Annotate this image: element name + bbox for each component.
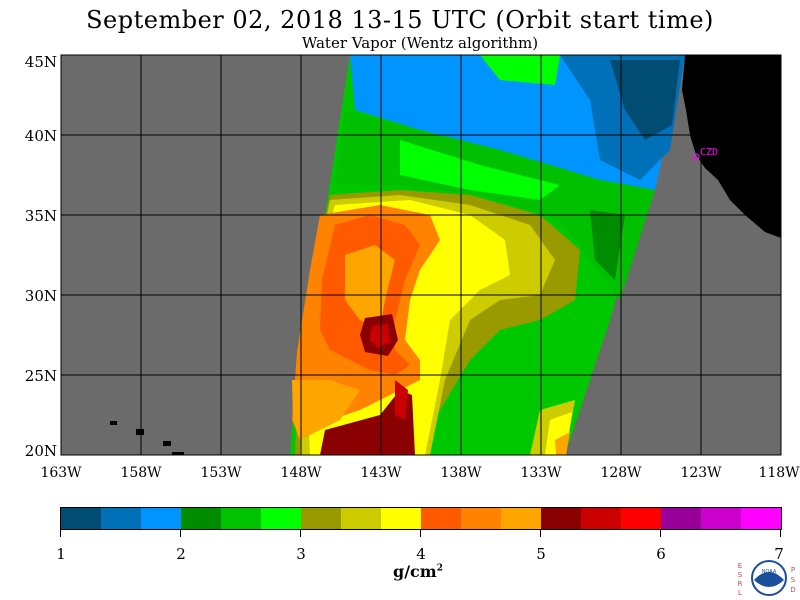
- logo-letter: S: [791, 576, 796, 584]
- colorbar-tick-mark: [660, 529, 661, 537]
- colorbar-swatch: [541, 508, 581, 529]
- page-subtitle: Water Vapor (Wentz algorithm): [301, 34, 539, 52]
- colorbar-units: g/cm2: [393, 562, 443, 581]
- colorbar-swatch: [421, 508, 461, 529]
- graticule: [61, 55, 781, 455]
- colorbar-swatch: [61, 508, 101, 529]
- lat-label: 45N: [25, 53, 57, 71]
- lat-label: 30N: [25, 287, 57, 305]
- units-superscript: 2: [436, 563, 443, 574]
- satellite-swath: [290, 55, 685, 455]
- colorbar-swatch: [461, 508, 501, 529]
- colorbar-swatch: [581, 508, 621, 529]
- colorbar-swatch: [621, 508, 661, 529]
- colorbar-tick-mark: [420, 529, 421, 537]
- station-marker: [692, 153, 700, 161]
- lon-label: 128W: [600, 465, 642, 481]
- colorbar: [60, 507, 782, 530]
- colorbar-swatch: [341, 508, 381, 529]
- colorbar-tick-mark: [780, 529, 781, 537]
- colorbar-tick-mark: [60, 529, 61, 537]
- map-frame: [60, 54, 782, 456]
- lon-label: 123W: [680, 465, 722, 481]
- colorbar-swatch: [181, 508, 221, 529]
- lat-label: 25N: [25, 367, 57, 385]
- page-title: September 02, 2018 13-15 UTC (Orbit star…: [86, 6, 714, 34]
- units-text: g/cm: [393, 562, 437, 581]
- colorbar-swatch: [141, 508, 181, 529]
- colorbar-tick-mark: [180, 529, 181, 537]
- lat-label: 40N: [25, 127, 57, 145]
- lon-label: 133W: [520, 465, 562, 481]
- colorbar-swatch: [741, 508, 781, 529]
- lon-label: 148W: [280, 465, 322, 481]
- lon-label: 158W: [120, 465, 162, 481]
- logo-right-letters: PSD: [790, 566, 795, 594]
- lat-label: 35N: [25, 207, 57, 225]
- colorbar-tick-label: 2: [176, 545, 186, 563]
- logo-letter: E: [738, 562, 742, 570]
- lon-label: 138W: [440, 465, 482, 481]
- colorbar-swatch: [381, 508, 421, 529]
- lon-label: 143W: [360, 465, 402, 481]
- colorbar-tick-label: 6: [656, 545, 666, 563]
- station-label: CZD: [700, 147, 718, 158]
- colorbar-swatch: [661, 508, 701, 529]
- colorbar-tick-label: 1: [56, 545, 66, 563]
- latitude-labels: 45N 40N 35N 30N 25N 20N: [25, 53, 57, 460]
- lon-label: 153W: [200, 465, 242, 481]
- logo-letter: S: [738, 571, 743, 579]
- colorbar-swatch: [301, 508, 341, 529]
- land: [110, 55, 781, 455]
- logo-letter: D: [790, 586, 795, 594]
- colorbar-tick-mark: [300, 529, 301, 537]
- logo-letter: L: [738, 589, 742, 597]
- longitude-labels: 163W 158W 153W 148W 143W 138W 133W 128W …: [40, 465, 800, 481]
- colorbar-swatch: [701, 508, 741, 529]
- noaa-emblem-wave: [754, 572, 784, 587]
- map-area: [61, 55, 781, 455]
- colorbar-tick-label: 4: [416, 545, 426, 563]
- colorbar-swatch: [261, 508, 301, 529]
- noaa-emblem-text: NOAA: [762, 569, 777, 575]
- colorbar-swatch: [501, 508, 541, 529]
- colorbar-tick-label: 5: [536, 545, 546, 563]
- colorbar-tick-mark: [540, 529, 541, 537]
- colorbar-tick-label: 7: [774, 545, 784, 563]
- logo-letter: R: [738, 580, 743, 588]
- lon-label: 163W: [40, 465, 82, 481]
- colorbar-tick-label: 3: [296, 545, 306, 563]
- lon-label: 118W: [758, 465, 800, 481]
- lat-label: 20N: [25, 442, 57, 460]
- colorbar-swatch: [221, 508, 261, 529]
- logo-letter: P: [791, 566, 795, 574]
- colorbar-swatch: [101, 508, 141, 529]
